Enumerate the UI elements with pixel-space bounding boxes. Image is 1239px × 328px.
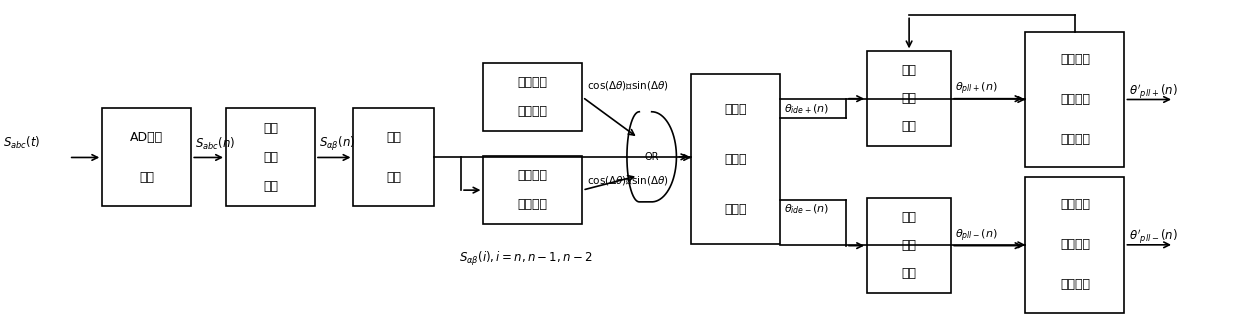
- Text: 误差条件: 误差条件: [1059, 238, 1090, 251]
- FancyBboxPatch shape: [867, 51, 952, 146]
- Text: $\theta_{ide+}(n)$: $\theta_{ide+}(n)$: [784, 102, 829, 116]
- Text: 算模块: 算模块: [725, 203, 747, 215]
- FancyBboxPatch shape: [1026, 32, 1125, 167]
- Text: AD采样: AD采样: [130, 131, 164, 144]
- FancyBboxPatch shape: [691, 74, 781, 244]
- Text: $\theta_{pll+}(n)$: $\theta_{pll+}(n)$: [955, 81, 997, 97]
- Text: $\cos(\Delta\theta)$，$\sin(\Delta\theta)$: $\cos(\Delta\theta)$，$\sin(\Delta\theta)…: [587, 79, 669, 92]
- Text: 锁相: 锁相: [902, 239, 917, 252]
- Text: 正序锁相: 正序锁相: [1059, 53, 1090, 66]
- Text: $\theta_{ide-}(n)$: $\theta_{ide-}(n)$: [784, 203, 829, 216]
- Text: 补偿模块: 补偿模块: [1059, 278, 1090, 291]
- FancyBboxPatch shape: [483, 63, 582, 131]
- Text: 记忆: 记忆: [387, 131, 401, 144]
- Text: 模块: 模块: [139, 172, 154, 184]
- Text: 模块: 模块: [263, 180, 278, 193]
- Text: 分量计: 分量计: [725, 153, 747, 166]
- Text: 电网频率: 电网频率: [518, 169, 548, 182]
- Text: 锁相: 锁相: [902, 92, 917, 105]
- FancyBboxPatch shape: [867, 198, 952, 293]
- Text: 坐标: 坐标: [263, 122, 278, 135]
- Text: $S_{abc}(n)$: $S_{abc}(n)$: [195, 136, 235, 152]
- Text: 已测定的: 已测定的: [518, 76, 548, 89]
- Text: $\theta'_{pll+}(n)$: $\theta'_{pll+}(n)$: [1130, 82, 1178, 101]
- FancyBboxPatch shape: [353, 109, 434, 206]
- Text: OR: OR: [644, 152, 659, 162]
- Text: 误差条件: 误差条件: [1059, 93, 1090, 106]
- FancyBboxPatch shape: [102, 109, 191, 206]
- Text: 计算模块: 计算模块: [518, 198, 548, 211]
- Text: 正负序: 正负序: [725, 103, 747, 116]
- Text: 正序: 正序: [902, 64, 917, 77]
- FancyBboxPatch shape: [1026, 177, 1125, 313]
- FancyBboxPatch shape: [483, 156, 582, 224]
- Text: $S_{\alpha\beta}(i), i=n, n-1, n-2$: $S_{\alpha\beta}(i), i=n, n-1, n-2$: [458, 250, 592, 268]
- Text: 模块: 模块: [902, 120, 917, 133]
- Text: 负序: 负序: [902, 211, 917, 224]
- Text: $\cos(\Delta\theta)$，$\sin(\Delta\theta)$: $\cos(\Delta\theta)$，$\sin(\Delta\theta)…: [587, 174, 669, 187]
- Text: 模块: 模块: [902, 267, 917, 280]
- Text: $S_{\alpha\beta}(n)$: $S_{\alpha\beta}(n)$: [318, 135, 354, 153]
- Text: 变换: 变换: [263, 151, 278, 164]
- Text: $\theta'_{pll-}(n)$: $\theta'_{pll-}(n)$: [1130, 227, 1178, 246]
- Text: 模块: 模块: [387, 172, 401, 184]
- Text: 补偿模块: 补偿模块: [1059, 133, 1090, 146]
- Text: $\theta_{pll-}(n)$: $\theta_{pll-}(n)$: [955, 228, 997, 244]
- Text: 负序锁相: 负序锁相: [1059, 198, 1090, 212]
- FancyBboxPatch shape: [225, 109, 315, 206]
- Text: $S_{abc}(t)$: $S_{abc}(t)$: [4, 135, 41, 151]
- Text: 电网频率: 电网频率: [518, 105, 548, 118]
